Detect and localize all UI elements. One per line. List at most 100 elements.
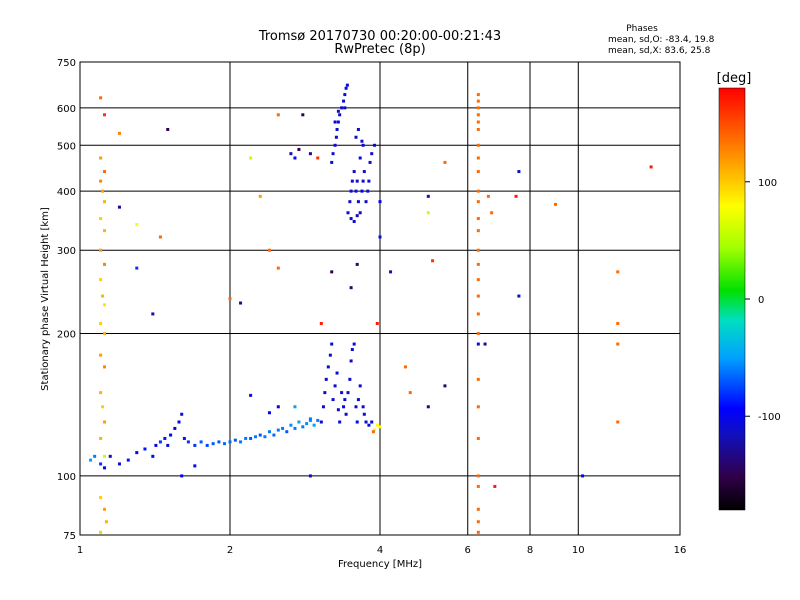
plot-frame	[79, 61, 681, 536]
data-point	[358, 156, 362, 160]
data-point	[378, 200, 382, 204]
data-point	[166, 127, 170, 131]
data-point	[308, 474, 312, 478]
data-point	[345, 83, 349, 87]
data-point	[443, 160, 447, 164]
data-point	[169, 433, 173, 437]
data-point	[233, 438, 237, 442]
data-point	[476, 106, 480, 110]
data-point	[342, 99, 346, 103]
data-point	[355, 420, 359, 424]
data-point	[117, 462, 121, 466]
data-point	[249, 436, 253, 440]
data-point	[297, 147, 301, 151]
data-point	[154, 443, 158, 447]
data-point	[258, 194, 262, 198]
data-point	[443, 384, 447, 388]
data-point	[366, 189, 370, 193]
data-point	[356, 398, 360, 402]
data-point	[93, 454, 97, 458]
data-point	[135, 223, 139, 227]
data-point	[330, 342, 334, 346]
x-tick-label: 4	[377, 545, 383, 556]
data-point	[326, 365, 330, 369]
data-point	[285, 430, 289, 434]
data-point	[373, 428, 377, 432]
data-point	[186, 440, 190, 444]
data-point	[361, 179, 365, 183]
data-point	[267, 430, 271, 434]
data-point	[117, 205, 121, 209]
y-tick-label: 500	[57, 141, 76, 152]
data-point	[362, 412, 366, 416]
y-tick-label: 100	[57, 472, 76, 483]
data-point	[476, 332, 480, 336]
data-point	[180, 474, 184, 478]
data-point	[276, 266, 280, 270]
data-point	[349, 286, 353, 290]
data-point	[408, 391, 412, 395]
data-point	[375, 423, 379, 427]
data-point	[289, 152, 293, 156]
data-point	[143, 447, 147, 451]
data-point	[228, 297, 232, 301]
data-point	[350, 348, 354, 352]
data-point	[362, 170, 366, 174]
data-point	[356, 127, 360, 131]
data-point	[355, 214, 359, 218]
data-point	[249, 156, 253, 160]
data-point	[335, 127, 339, 131]
y-tick-label: 600	[57, 104, 76, 115]
data-point	[355, 179, 359, 183]
data-point	[349, 189, 353, 193]
data-point	[228, 440, 232, 444]
data-point	[476, 217, 480, 221]
data-point	[249, 393, 253, 397]
data-point	[99, 436, 103, 440]
data-point	[151, 312, 155, 316]
data-point	[103, 332, 107, 336]
data-point	[330, 160, 334, 164]
data-point	[517, 294, 521, 298]
data-point	[163, 436, 167, 440]
data-point	[338, 420, 342, 424]
data-point	[239, 301, 243, 305]
data-point	[308, 152, 312, 156]
data-point	[403, 365, 407, 369]
data-point	[649, 165, 653, 169]
data-point	[117, 131, 121, 135]
colorbar-ticks: 100 0 -100	[745, 178, 781, 423]
data-point	[493, 484, 497, 488]
x-axis-label: Frequency [MHz]	[338, 559, 422, 570]
data-point	[328, 353, 332, 357]
data-point	[483, 342, 487, 346]
data-point	[348, 200, 352, 204]
data-point	[354, 189, 358, 193]
data-point	[358, 211, 362, 215]
data-point	[517, 170, 521, 174]
data-point	[211, 442, 215, 446]
data-point	[616, 270, 620, 274]
data-point	[103, 420, 107, 424]
data-point	[103, 454, 107, 458]
data-point	[99, 462, 103, 466]
data-point	[476, 342, 480, 346]
data-point	[336, 120, 340, 124]
data-point	[103, 229, 107, 233]
data-point	[126, 458, 130, 462]
colorbar-tick-label: 100	[758, 178, 777, 189]
data-point	[335, 371, 339, 375]
data-point	[301, 113, 305, 117]
data-point	[99, 530, 103, 534]
data-point	[135, 451, 139, 455]
data-point	[101, 189, 105, 193]
data-point	[272, 433, 276, 437]
data-point	[514, 194, 518, 198]
y-tick-label: 200	[57, 330, 76, 341]
data-point	[352, 220, 356, 224]
data-point	[103, 466, 107, 470]
data-point	[258, 433, 262, 437]
data-point	[293, 426, 297, 430]
data-point	[349, 217, 353, 221]
data-point	[293, 405, 297, 409]
